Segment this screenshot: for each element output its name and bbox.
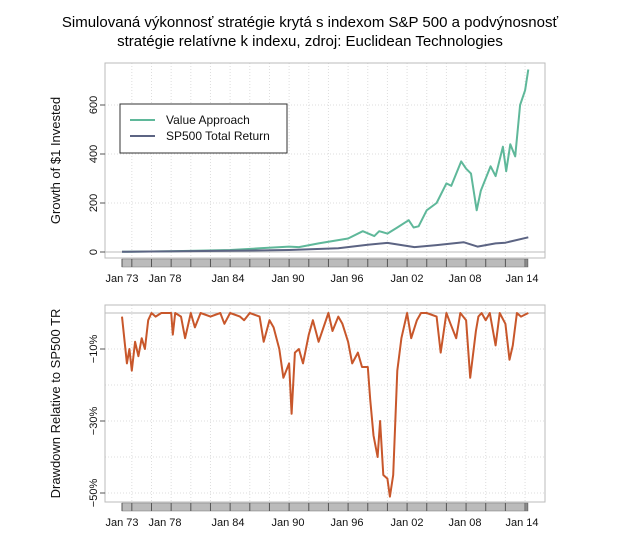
title-line-1: Simulovaná výkonnosť stratégie krytá s i…: [61, 14, 559, 31]
y-tick-label: 400: [88, 145, 100, 163]
date-strip: [121, 502, 529, 512]
series-line-sp500-total-return: [121, 236, 529, 253]
x-tick-label: Jan 08: [448, 273, 481, 285]
x-tick-label: Jan 08: [448, 517, 481, 529]
chart-title: Simulovaná výkonnosť stratégie krytá s i…: [0, 13, 620, 51]
y-tick-label: −10%: [88, 335, 100, 364]
x-tick-label: Jan 14: [505, 273, 538, 285]
legend-label: Value Approach: [166, 113, 250, 127]
x-tick-label: Jan 14: [505, 517, 538, 529]
series-line-drawdown: [121, 312, 529, 498]
y-tick-label: 200: [88, 194, 100, 212]
x-tick-label: Jan 90: [271, 517, 304, 529]
legend-box: [119, 103, 288, 154]
legend-label: SP500 Total Return: [166, 129, 270, 143]
y-tick-label: −30%: [88, 407, 100, 436]
plot-frame: [104, 62, 546, 259]
x-tick-label: Jan 90: [271, 273, 304, 285]
x-tick-label: Jan 78: [148, 273, 181, 285]
y-axis-label: Drawdown Relative to SP500 TR: [48, 309, 63, 499]
x-tick-label: Jan 84: [211, 273, 244, 285]
x-tick-label: Jan 84: [211, 517, 244, 529]
date-strip: [121, 258, 529, 268]
title-line-2: stratégie relatívne k indexu, zdroj: Euc…: [117, 33, 503, 50]
x-tick-label: Jan 96: [330, 273, 363, 285]
x-tick-label: Jan 96: [330, 517, 363, 529]
x-tick-label: Jan 02: [390, 273, 423, 285]
x-tick-label: Jan 78: [148, 517, 181, 529]
series-line-value-approach: [121, 69, 530, 253]
y-tick-label: 600: [88, 96, 100, 114]
y-axis-label: Growth of $1 Invested: [48, 97, 63, 224]
plot-frame: [104, 304, 546, 503]
x-tick-label: Jan 73: [105, 273, 138, 285]
x-tick-label: Jan 02: [390, 517, 423, 529]
x-tick-label: Jan 73: [105, 517, 138, 529]
y-tick-label: 0: [88, 249, 100, 255]
y-tick-label: −50%: [88, 479, 100, 508]
